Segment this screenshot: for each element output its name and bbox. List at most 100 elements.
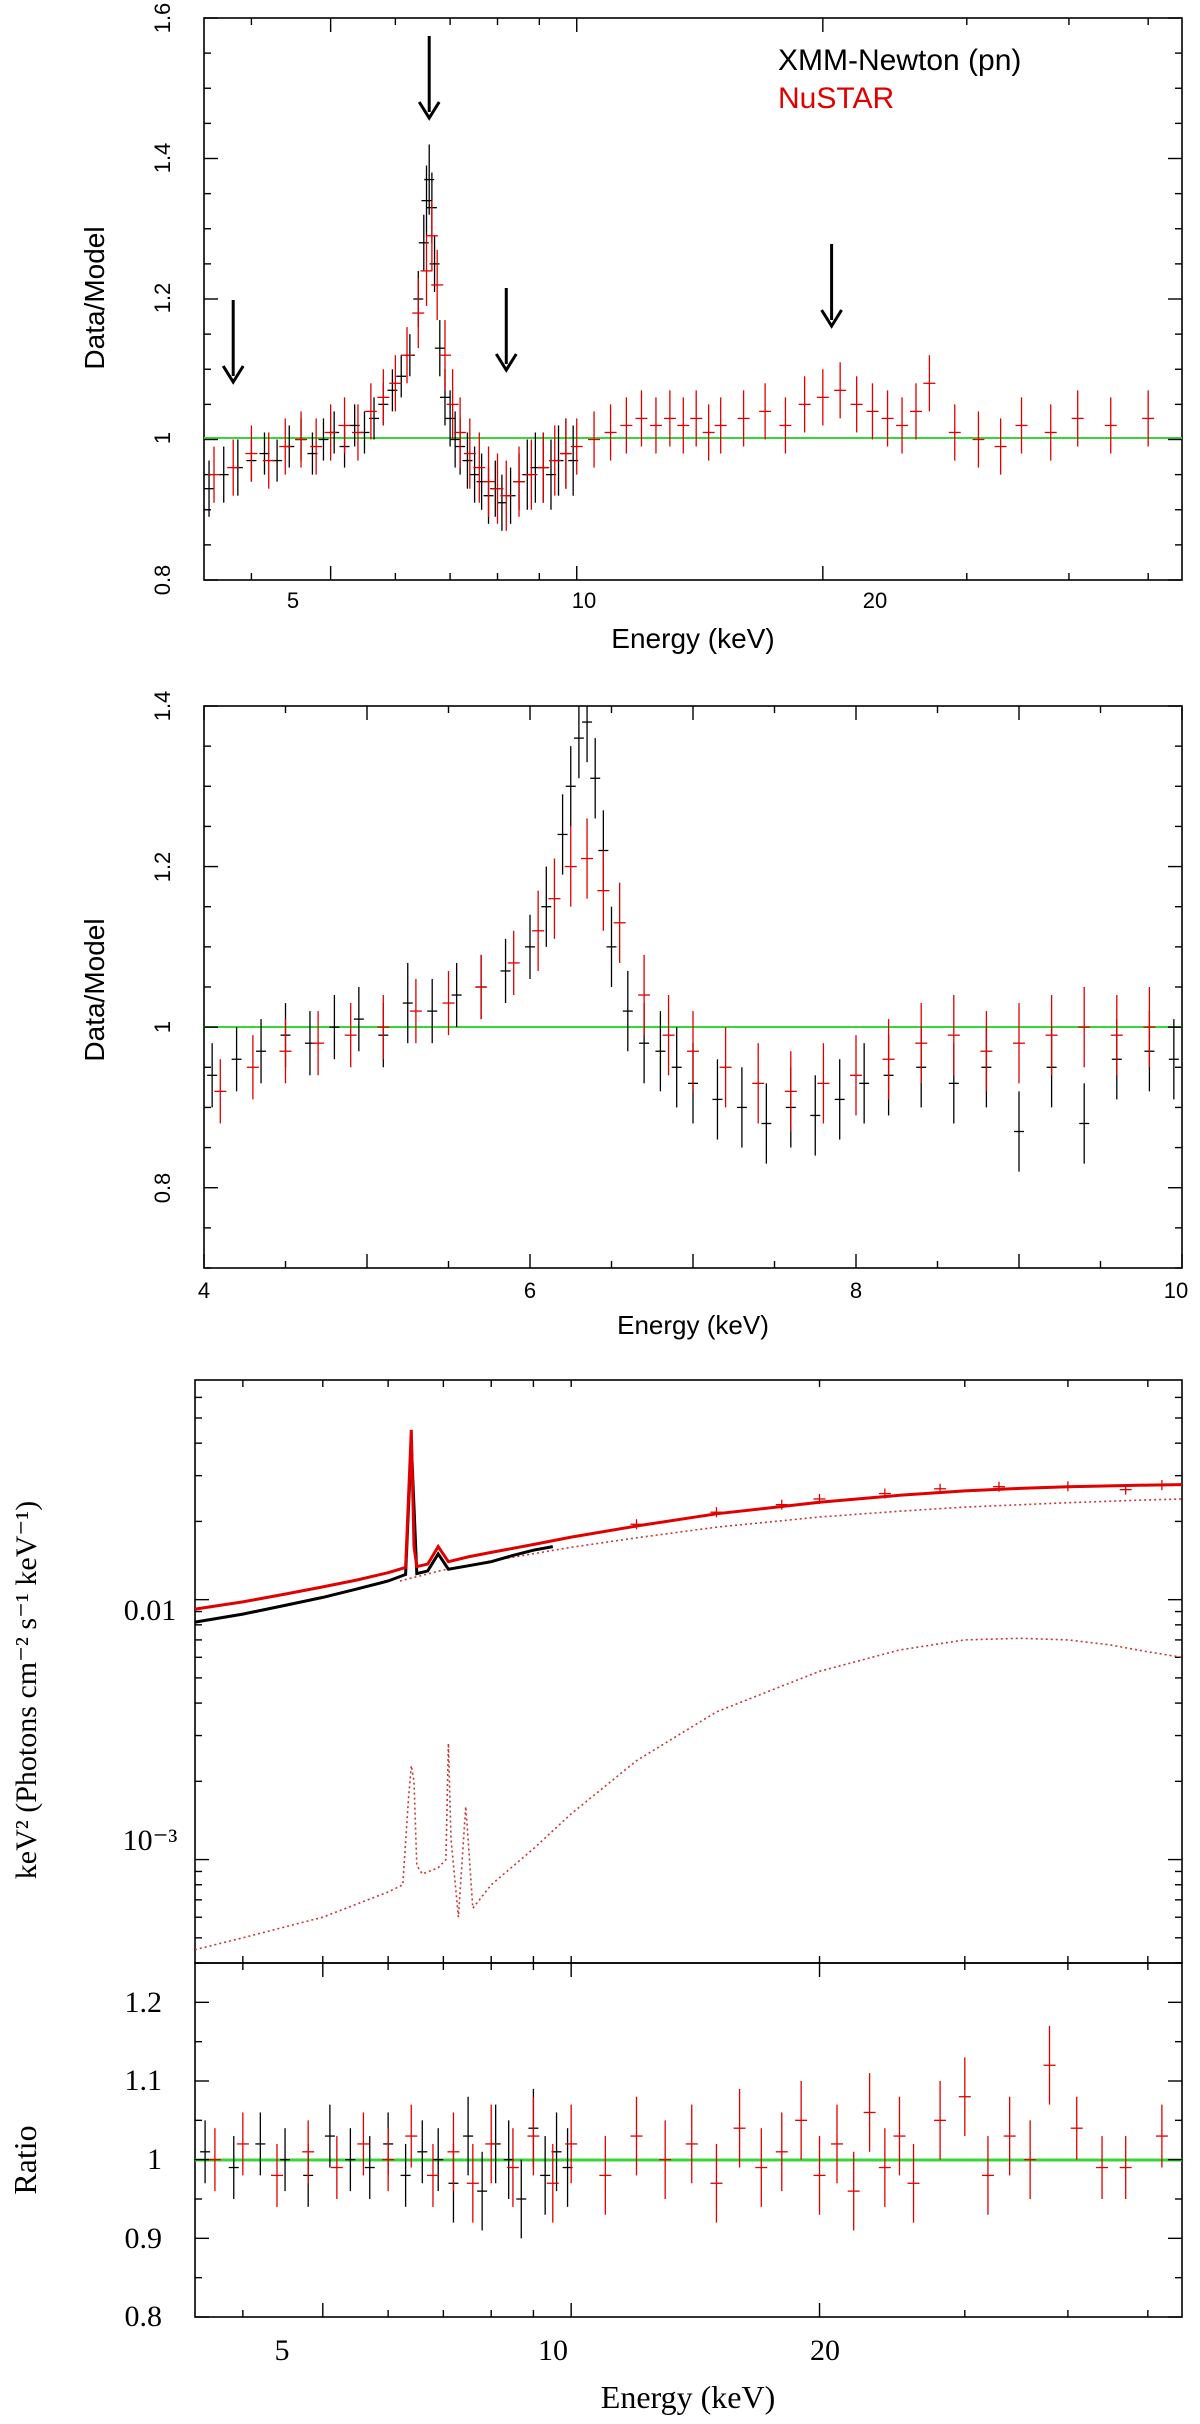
data-point: [570, 418, 583, 475]
data-point: [775, 1499, 788, 1510]
data-point: [685, 2104, 698, 2184]
data-point: [400, 2143, 411, 2207]
data-point: [817, 1043, 830, 1124]
data-point: [798, 376, 811, 433]
data-point: [565, 2104, 578, 2184]
data-point: [559, 418, 572, 489]
spectrum-ticks: [195, 1380, 1182, 1963]
data-point: [737, 390, 750, 447]
data-point: [1155, 2104, 1168, 2168]
data-point: [491, 453, 504, 524]
data-point: [500, 460, 513, 531]
feature-arrow: [221, 300, 245, 385]
data-point: [279, 418, 292, 475]
data-point: [532, 890, 545, 971]
data-point: [357, 2112, 370, 2176]
spectrum-xmm-data: [194, 1443, 554, 1624]
data-point: [882, 1019, 895, 1100]
legend-xmm-newton: XMM-Newton (pn): [778, 44, 1021, 77]
data-point: [466, 2143, 479, 2223]
top-xtick-label: 10: [572, 588, 596, 613]
data-point: [503, 2120, 514, 2199]
data-point: [338, 397, 351, 454]
data-point: [402, 962, 413, 1044]
data-point: [690, 390, 703, 447]
data-point: [934, 1483, 947, 1494]
data-point: [344, 1003, 357, 1068]
data-point: [424, 144, 435, 215]
data-point: [525, 439, 538, 510]
data-point: [389, 355, 402, 412]
ratio-ytick-label: 0.8: [125, 2300, 163, 2333]
data-point: [1143, 987, 1156, 1068]
data-point: [382, 2128, 395, 2192]
data-point: [1119, 2136, 1132, 2199]
middle-ticks: [203, 705, 1183, 1269]
data-point: [779, 397, 792, 454]
data-point: [412, 277, 425, 349]
spectrum-y-axis-title: keV² (Photons cm⁻² s⁻¹ keV⁻¹): [10, 1501, 43, 1879]
data-point: [878, 2128, 891, 2207]
data-point: [565, 746, 576, 827]
data-point: [548, 858, 561, 939]
data-point: [485, 2104, 498, 2184]
middle-ytick-label: 1: [150, 1021, 175, 1033]
data-point: [590, 738, 601, 819]
data-point: [345, 2128, 356, 2192]
ratio-ytick-label: 1.1: [125, 2064, 163, 2097]
data-point: [245, 425, 258, 482]
data-point: [442, 970, 455, 1036]
data-point: [557, 794, 568, 875]
data-point: [426, 2143, 439, 2207]
data-point: [537, 432, 550, 503]
data-point: [425, 200, 438, 271]
data-point: [450, 411, 461, 468]
spectrum-ytick-label: 0.01: [124, 1594, 177, 1627]
data-point: [218, 446, 229, 503]
data-point: [434, 320, 445, 377]
data-point: [980, 1011, 993, 1092]
spectrum-nustar-model: [194, 1429, 1183, 1611]
data-point: [622, 970, 633, 1052]
data-point: [761, 1083, 772, 1164]
data-point: [588, 411, 601, 468]
feature-arrow: [495, 288, 518, 373]
feature-arrow: [820, 244, 843, 329]
top-ytick-label: 0.8: [150, 565, 175, 596]
data-point: [525, 914, 535, 979]
data-point: [324, 404, 337, 461]
data-point: [972, 411, 985, 468]
data-point: [1079, 1083, 1090, 1164]
top-ytick-label: 1.6: [150, 3, 175, 34]
spectrum-nustar-data: [630, 1480, 1168, 1530]
data-point: [736, 1067, 747, 1148]
data-point: [469, 446, 480, 503]
data-point: [364, 2136, 375, 2199]
data-point: [208, 446, 221, 503]
ratio-ytick-label: 0.9: [125, 2222, 163, 2255]
data-point: [353, 987, 364, 1052]
data-point: [659, 2120, 672, 2199]
data-point: [662, 995, 675, 1076]
data-point: [417, 2120, 428, 2184]
data-point: [507, 930, 520, 996]
data-point: [207, 1043, 218, 1108]
ratio-x-axis-title: Energy (keV): [601, 2379, 775, 2415]
data-point: [850, 376, 863, 433]
data-point: [429, 235, 440, 292]
data-point: [896, 397, 909, 454]
top-ytick-label: 1.4: [150, 143, 175, 174]
data-point: [710, 1507, 723, 1518]
data-point: [671, 1027, 682, 1108]
data-point: [948, 404, 961, 461]
data-point: [907, 2143, 920, 2223]
data-point: [981, 2136, 994, 2215]
data-point: [330, 2136, 343, 2199]
data-point: [1071, 390, 1084, 447]
data-point: [246, 1035, 259, 1100]
data-point: [834, 1059, 845, 1140]
data-point: [915, 1003, 928, 1084]
data-point: [454, 397, 467, 468]
data-point: [255, 2112, 266, 2176]
